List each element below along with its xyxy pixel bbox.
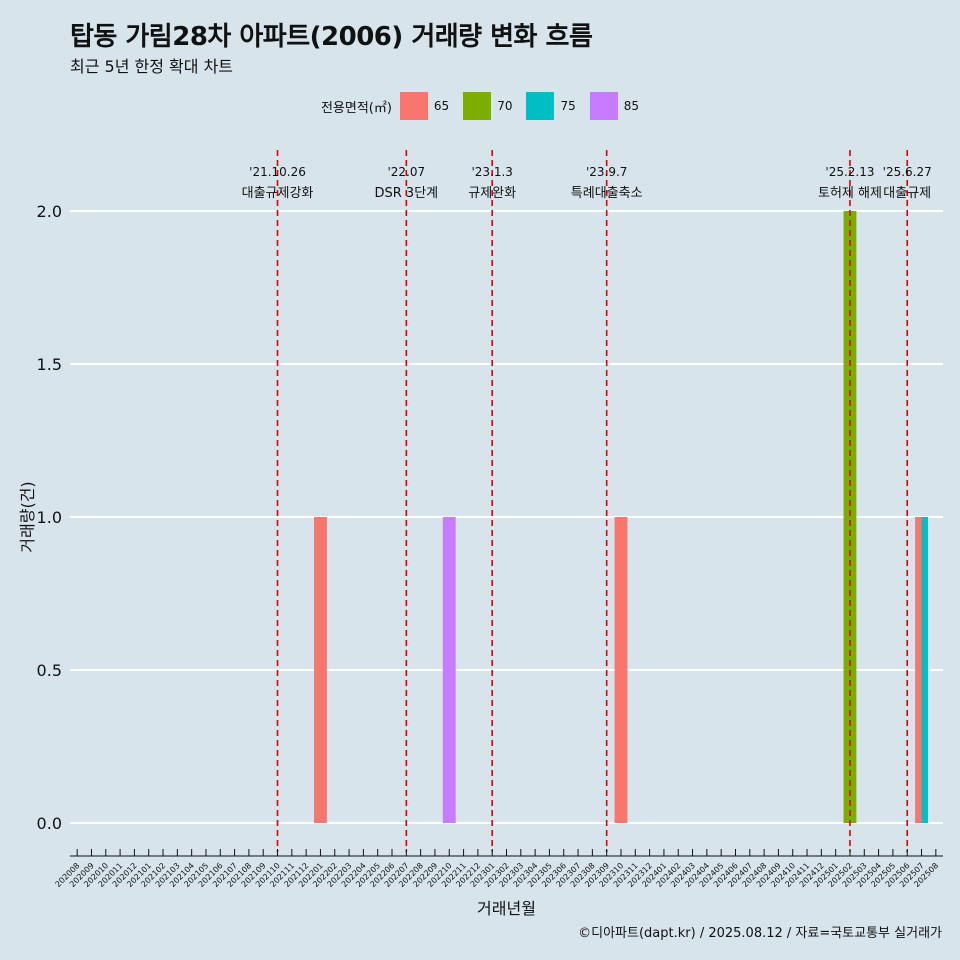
bar-65-202507 xyxy=(915,517,922,823)
event-date-label: '25.2.13 xyxy=(825,165,874,179)
legend-item-70: 70 xyxy=(463,92,512,120)
event-date-label: '21.10.26 xyxy=(249,165,306,179)
legend-item-85: 85 xyxy=(589,92,640,120)
y-tick-label: 1.0 xyxy=(37,508,62,527)
legend-item-65: 65 xyxy=(399,92,450,120)
legend-label-70: 70 xyxy=(497,99,513,113)
y-tick-label: 2.0 xyxy=(37,202,62,221)
event-date-label: '23.9.7 xyxy=(586,165,627,179)
legend-label-85: 85 xyxy=(623,99,640,113)
y-tick-label: 0.5 xyxy=(37,661,62,680)
event-name-label: 특례대출축소 xyxy=(571,186,643,201)
legend-swatch-65 xyxy=(399,92,428,120)
y-axis-title: 거래량(건) xyxy=(18,481,37,552)
event-date-label: '25.6.27 xyxy=(883,165,932,179)
legend: 전용면적(㎡) 65 70 75 85 xyxy=(0,92,960,120)
legend-swatch-85 xyxy=(589,92,618,120)
event-date-label: '23.1.3 xyxy=(471,165,512,179)
bar-85-202210 xyxy=(442,517,456,823)
legend-label-75: 75 xyxy=(560,99,576,113)
event-name-label: 규제완화 xyxy=(468,186,516,201)
chart-subtitle: 최근 5년 한정 확대 차트 xyxy=(70,57,234,76)
y-tick-label: 1.5 xyxy=(37,355,62,374)
event-name-label: 대출규제강화 xyxy=(242,186,314,201)
event-name-label: 토허제 해제 xyxy=(818,186,882,201)
source-caption: ©디아파트(dapt.kr) / 2025.08.12 / 자료=국토교통부 실… xyxy=(578,926,942,941)
bar-65-202201 xyxy=(314,517,327,823)
event-name-label: 대출규제 xyxy=(883,186,931,201)
legend-item-75: 75 xyxy=(526,92,576,120)
bar-75-202507 xyxy=(921,517,928,823)
event-date-label: '22.07 xyxy=(387,165,425,179)
legend-title: 전용면적(㎡) xyxy=(320,100,392,116)
bar-65-202310 xyxy=(614,517,628,823)
event-name-label: DSR 3단계 xyxy=(375,186,439,201)
y-tick-label: 0.0 xyxy=(37,814,62,833)
bar-70-202502 xyxy=(843,211,857,823)
chart-title: 탑동 가림28차 아파트(2006) 거래량 변화 흐름 xyxy=(70,22,593,52)
legend-swatch-75 xyxy=(526,92,555,120)
x-axis-title: 거래년월 xyxy=(477,899,536,918)
legend-swatch-70 xyxy=(463,92,492,120)
legend-label-65: 65 xyxy=(433,99,450,113)
